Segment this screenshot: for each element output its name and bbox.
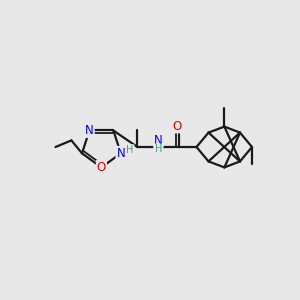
Text: H: H	[155, 144, 162, 154]
Text: N: N	[116, 147, 125, 160]
Text: O: O	[97, 161, 106, 174]
Text: O: O	[172, 119, 182, 133]
Text: H: H	[126, 145, 134, 155]
Text: N: N	[85, 124, 94, 137]
Text: N: N	[154, 134, 163, 147]
